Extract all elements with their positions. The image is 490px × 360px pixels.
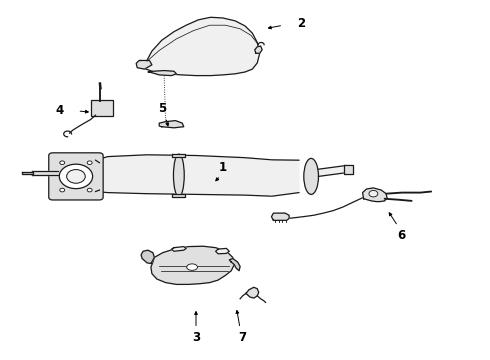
Text: 1: 1 xyxy=(219,161,227,174)
Ellipse shape xyxy=(304,158,318,194)
Polygon shape xyxy=(159,121,184,128)
Ellipse shape xyxy=(187,264,197,270)
Text: 3: 3 xyxy=(192,331,200,344)
Polygon shape xyxy=(143,17,260,76)
Polygon shape xyxy=(141,250,154,264)
FancyBboxPatch shape xyxy=(49,153,103,200)
Ellipse shape xyxy=(60,161,65,165)
Polygon shape xyxy=(172,154,185,157)
Ellipse shape xyxy=(67,170,85,183)
Ellipse shape xyxy=(60,188,65,192)
Polygon shape xyxy=(22,172,33,174)
Polygon shape xyxy=(32,171,58,175)
Polygon shape xyxy=(318,166,345,176)
Polygon shape xyxy=(172,247,186,251)
Polygon shape xyxy=(136,60,152,69)
Text: 2: 2 xyxy=(297,17,305,30)
Polygon shape xyxy=(96,155,272,196)
Polygon shape xyxy=(96,160,99,192)
Polygon shape xyxy=(363,188,387,202)
Text: 5: 5 xyxy=(158,102,166,114)
Polygon shape xyxy=(229,258,240,271)
Polygon shape xyxy=(271,213,289,220)
Ellipse shape xyxy=(87,188,92,192)
Polygon shape xyxy=(151,246,234,284)
Polygon shape xyxy=(216,248,229,254)
Text: 6: 6 xyxy=(398,229,406,242)
Polygon shape xyxy=(272,160,299,196)
FancyBboxPatch shape xyxy=(91,100,113,116)
Ellipse shape xyxy=(59,164,93,189)
Polygon shape xyxy=(148,71,176,76)
Text: 7: 7 xyxy=(239,331,246,344)
Polygon shape xyxy=(255,46,262,53)
Polygon shape xyxy=(172,194,185,197)
Ellipse shape xyxy=(87,161,92,165)
Polygon shape xyxy=(246,287,259,298)
Text: 4: 4 xyxy=(56,104,64,117)
Polygon shape xyxy=(344,165,353,174)
Ellipse shape xyxy=(173,154,184,197)
Ellipse shape xyxy=(369,190,378,197)
